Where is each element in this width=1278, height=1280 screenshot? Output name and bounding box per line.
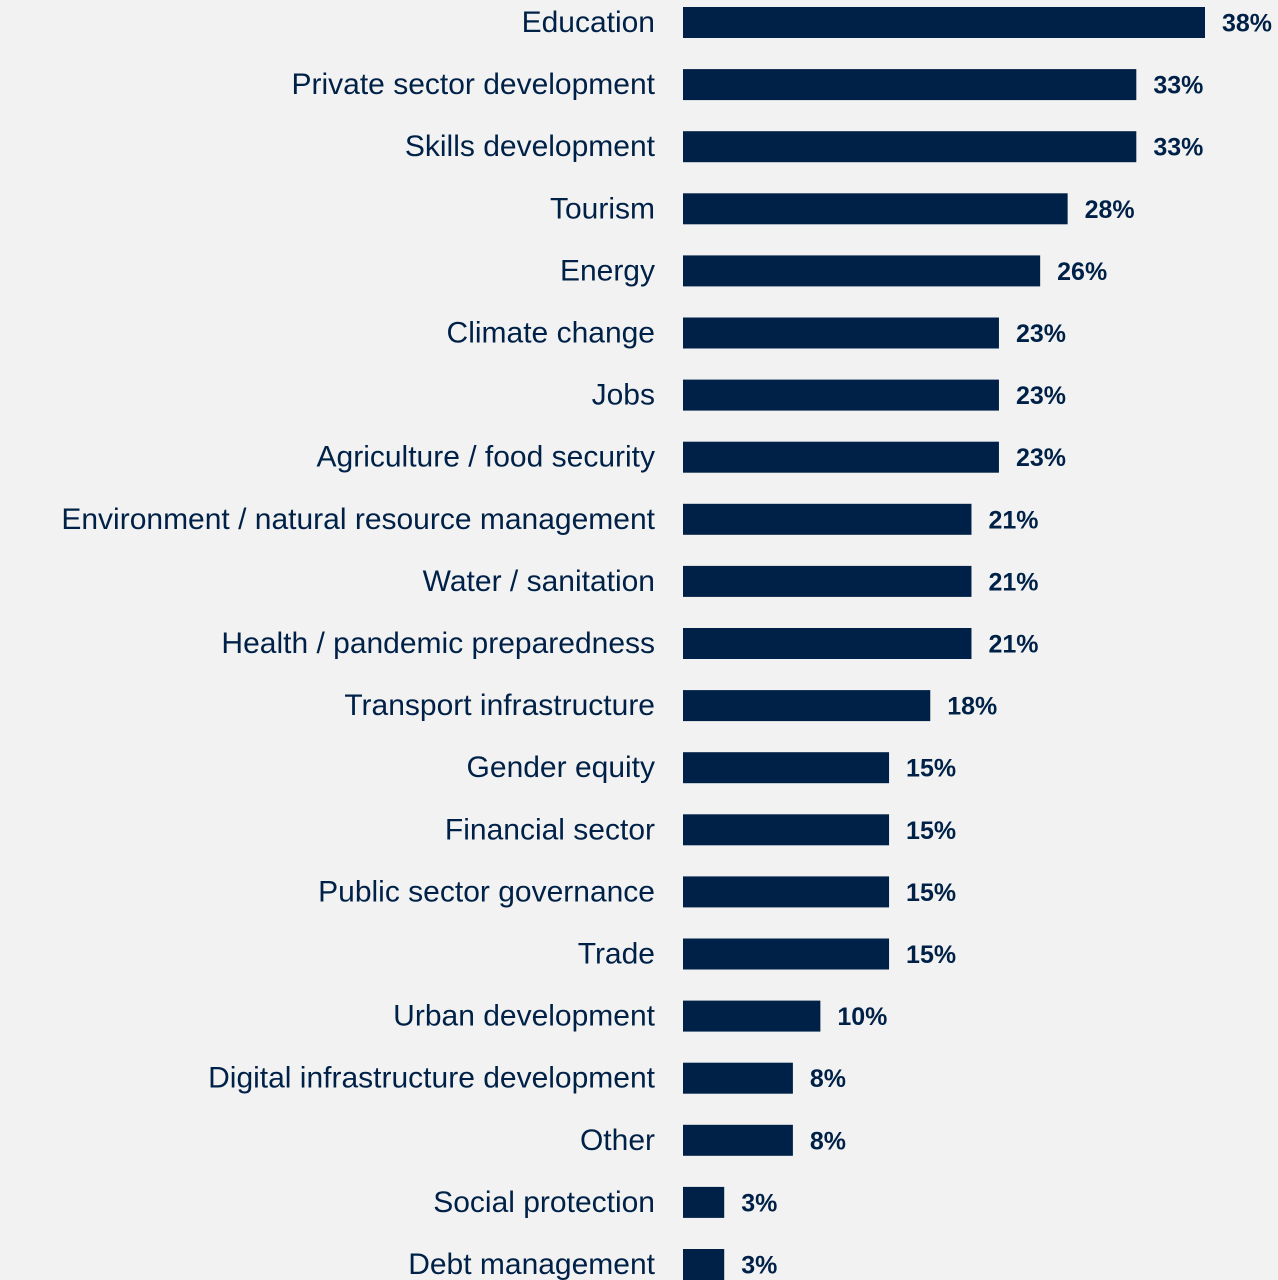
bar [683, 814, 890, 846]
category-labels: Education Private sector development Skill… [61, 6, 655, 1280]
bar [683, 379, 999, 411]
bar [683, 1124, 793, 1156]
bars [683, 7, 1205, 1280]
category-label: Environment / natural resource managemen… [61, 503, 655, 536]
value-label: 23% [1016, 444, 1066, 472]
category-label: Financial sector [445, 813, 655, 846]
category-label: Digital infrastructure development [208, 1062, 656, 1095]
value-label: 10% [837, 1003, 887, 1031]
value-label: 33% [1153, 134, 1203, 162]
bar [683, 1186, 725, 1218]
bar [683, 565, 972, 597]
bar [683, 938, 890, 970]
category-label: Water / sanitation [423, 565, 655, 598]
category-label: Education [522, 6, 655, 39]
category-label: Energy [560, 254, 655, 287]
value-label: 21% [988, 506, 1038, 534]
bar [683, 255, 1041, 287]
bar [683, 628, 972, 659]
value-label: 33% [1153, 72, 1203, 100]
category-label: Public sector governance [318, 875, 655, 908]
value-label: 15% [906, 817, 956, 845]
value-label: 21% [988, 631, 1038, 659]
bar [683, 876, 890, 908]
value-label: 3% [741, 1252, 777, 1280]
bar [683, 752, 890, 784]
bar [683, 1249, 725, 1280]
category-label: Skills development [405, 130, 656, 163]
bar [683, 317, 999, 349]
category-label: Climate change [447, 317, 655, 350]
value-label: 38% [1222, 10, 1272, 38]
value-label: 15% [906, 879, 956, 907]
value-label: 23% [1016, 382, 1066, 410]
category-label: Jobs [592, 379, 655, 412]
value-label: 15% [906, 941, 956, 969]
category-label: Social protection [433, 1186, 655, 1219]
value-labels: 38% 33% 33% 28% 26% 23% 23% 23% 21% 21% 21% 18% 15% 1… [741, 10, 1272, 1280]
bar [683, 1000, 821, 1032]
category-label: Urban development [393, 1000, 655, 1033]
category-label: Trade [578, 938, 655, 971]
bar [683, 503, 972, 535]
value-label: 23% [1016, 320, 1066, 348]
category-label: Debt management [408, 1248, 655, 1280]
bar [683, 131, 1137, 163]
category-label: Tourism [550, 192, 655, 225]
bar [683, 7, 1205, 38]
value-label: 8% [810, 1127, 846, 1155]
bar [683, 441, 999, 473]
bar [683, 193, 1068, 225]
value-label: 28% [1085, 196, 1135, 224]
bar [683, 69, 1137, 101]
value-label: 26% [1057, 258, 1107, 286]
value-label: 18% [947, 693, 997, 721]
category-label: Agriculture / food security [317, 441, 655, 474]
value-label: 15% [906, 755, 956, 783]
category-label: Health / pandemic preparedness [221, 627, 655, 660]
value-label: 3% [741, 1189, 777, 1217]
category-label: Gender equity [467, 751, 655, 784]
bar [683, 690, 931, 722]
value-label: 21% [988, 568, 1038, 596]
category-label: Transport infrastructure [344, 689, 655, 722]
bar [683, 1062, 793, 1094]
category-label: Private sector development [291, 68, 655, 101]
value-label: 8% [810, 1065, 846, 1093]
category-label: Other [580, 1124, 655, 1157]
